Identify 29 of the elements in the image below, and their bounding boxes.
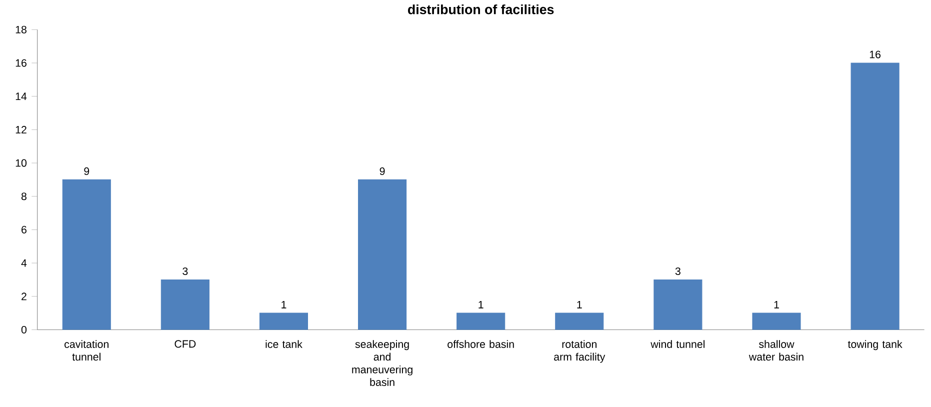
- x-tick-label: seakeeping and maneuvering basin: [352, 340, 412, 386]
- x-tick-label: CFD: [174, 340, 196, 348]
- data-label: 1: [577, 300, 582, 308]
- y-tick-label: 2: [22, 292, 26, 300]
- y-tick-label: 12: [16, 126, 26, 134]
- y-tick-label: 18: [16, 26, 26, 34]
- data-label: 1: [282, 300, 286, 308]
- data-label: 1: [774, 300, 779, 308]
- y-tick-label: 16: [16, 59, 26, 67]
- y-tick-label: 0: [21, 326, 27, 334]
- x-tick-label: shallow water basin: [748, 340, 804, 361]
- y-tick-label: 14: [16, 92, 27, 100]
- x-tick-label: ice tank: [266, 340, 302, 348]
- data-label: 3: [182, 267, 188, 275]
- x-tick-label: offshore basin: [448, 340, 514, 348]
- data-label: 9: [380, 167, 385, 175]
- y-tick-label: 10: [16, 159, 27, 167]
- x-tick-label: rotation arm facility: [554, 340, 606, 363]
- chart-title: distribution of facilities: [408, 4, 554, 14]
- y-tick-label: 6: [22, 226, 26, 234]
- y-tick-label: 8: [21, 192, 26, 200]
- data-label: 1: [478, 300, 484, 308]
- data-label: 9: [84, 167, 90, 175]
- data-label: 16: [870, 50, 881, 58]
- data-label: 3: [675, 267, 680, 275]
- y-tick-label: 4: [21, 259, 27, 267]
- x-tick-label: towing tank: [848, 340, 902, 350]
- x-tick-label: cavitation tunnel: [64, 340, 108, 361]
- x-tick-label: wind tunnel: [650, 340, 704, 348]
